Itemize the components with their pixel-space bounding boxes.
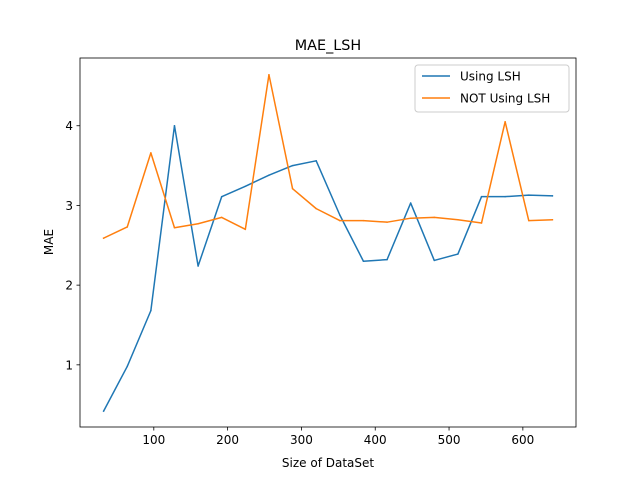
series-0-point [126,365,128,368]
series-1-point [433,216,436,219]
series-1-point [457,219,459,221]
series-1-point [173,227,176,229]
series-0-point [409,202,412,204]
series-1-point [409,217,412,219]
series-0-point [433,259,436,262]
series-1-point [291,187,294,190]
series-1-point [339,219,341,222]
x-axis-label: Size of DataSet [282,456,374,470]
series-1-point [197,223,199,225]
series-0-point [291,164,294,167]
series-1-point [386,221,388,223]
series-1-point [220,216,223,219]
series-0-point [551,195,554,197]
y-tick-label: 3 [65,199,73,213]
series-1-point [244,228,247,231]
series-0-point [386,258,388,261]
series-1-point [268,73,270,76]
x-tick-label: 600 [511,433,534,447]
series-0-point [504,195,506,198]
series-0-point [362,260,365,262]
x-tick-label: 200 [216,433,239,447]
legend-label-1: NOT Using LSH [460,92,550,106]
series-1-point [480,222,483,224]
legend-label-0: Using LSH [460,70,521,84]
series-0-point [339,214,341,216]
series-0-point [315,160,317,162]
chart-title: MAE_LSH [295,38,362,54]
y-axis-label: MAE [42,229,56,255]
series-1-point [315,207,317,210]
series-0-point [457,253,459,255]
series-0-point [150,309,152,312]
x-tick-label: 300 [290,433,313,447]
series-1-point [150,152,152,154]
series-1-point [362,219,365,222]
series-0-point [197,265,199,267]
y-tick-label: 4 [65,119,73,133]
plot-frame [79,57,577,428]
series-line-0 [102,124,554,413]
series-0-point [528,194,530,196]
x-tick-label: 500 [438,433,461,447]
series-0-point [102,410,105,412]
series-1-point [504,121,506,123]
legend-box [414,64,570,113]
series-1-point [528,219,530,222]
x-tick-label: 400 [364,433,387,447]
legend: Using LSH NOT Using LSH [414,64,570,113]
y-tick-label: 2 [65,279,73,293]
series-line-1 [102,73,554,240]
series-0-point [268,174,270,176]
series-1-point [126,226,128,228]
series-1-point [551,219,554,221]
series-0-point [173,124,176,127]
series-0-point [244,185,247,188]
series-0-point [480,195,483,198]
series-1-point [102,237,105,239]
x-tick-label: 100 [142,433,165,447]
series-0-point [220,195,223,198]
y-tick-label: 1 [65,358,73,372]
